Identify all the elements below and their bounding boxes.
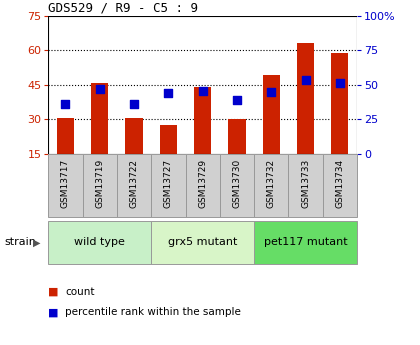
Bar (254, 154, 289, 217)
Point (302, 78, 309, 83)
Bar (331, 53, 349, 154)
Bar (57, 118, 74, 154)
Point (268, 89, 275, 95)
Point (200, 89, 206, 94)
Point (97, 86, 103, 91)
Bar (151, 154, 186, 217)
Point (336, 80, 343, 86)
Bar (323, 154, 357, 217)
Bar (186, 154, 220, 217)
Bar (160, 125, 177, 154)
Text: GSM13732: GSM13732 (267, 159, 276, 208)
Text: GSM13729: GSM13729 (198, 159, 207, 208)
Bar (254, 221, 357, 264)
Text: GSM13717: GSM13717 (61, 159, 70, 208)
Text: GDS529 / R9 - C5 : 9: GDS529 / R9 - C5 : 9 (48, 1, 198, 14)
Bar (83, 154, 117, 217)
Text: ■: ■ (48, 287, 59, 296)
Bar (220, 154, 254, 217)
Bar (297, 43, 314, 154)
Text: pet117 mutant: pet117 mutant (264, 237, 347, 247)
Text: GSM13730: GSM13730 (232, 159, 241, 208)
Text: ■: ■ (48, 307, 59, 317)
Bar (194, 87, 211, 154)
Text: GSM13719: GSM13719 (95, 159, 104, 208)
Text: GSM13734: GSM13734 (335, 159, 344, 208)
Bar (117, 154, 151, 217)
Bar (91, 83, 108, 154)
Text: grx5 mutant: grx5 mutant (168, 237, 237, 247)
Text: percentile rank within the sample: percentile rank within the sample (65, 307, 241, 317)
Text: GSM13727: GSM13727 (164, 159, 173, 208)
Bar (151, 221, 254, 264)
Text: GSM13722: GSM13722 (129, 159, 139, 208)
Point (165, 90, 172, 96)
Bar (262, 75, 280, 154)
Point (62, 101, 69, 107)
Point (131, 101, 137, 107)
Text: strain: strain (4, 237, 36, 247)
Bar (228, 119, 246, 154)
Text: GSM13733: GSM13733 (301, 159, 310, 208)
Bar (48, 154, 83, 217)
Point (234, 97, 240, 102)
Bar (126, 118, 143, 154)
Bar (289, 154, 323, 217)
Text: ▶: ▶ (33, 237, 40, 247)
Text: wild type: wild type (74, 237, 125, 247)
Bar (48, 221, 151, 264)
Text: count: count (65, 287, 94, 296)
